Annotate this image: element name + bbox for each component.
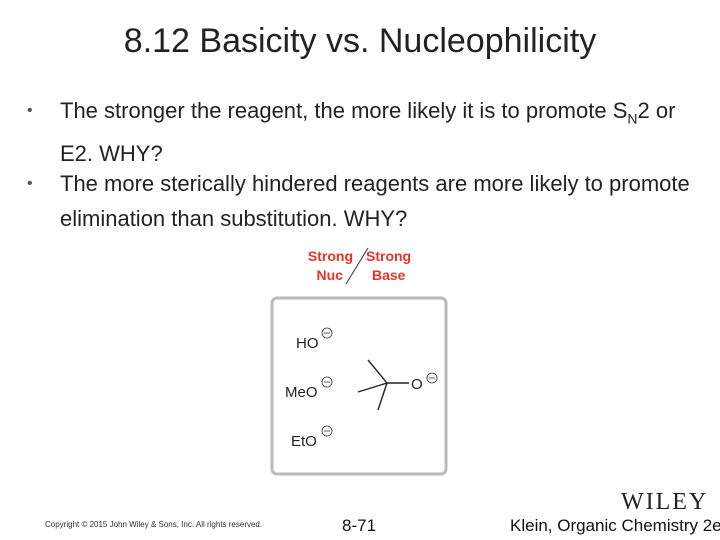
bullet-text: The more sterically hindered reagents ar… (60, 171, 690, 231)
subscript: N (627, 110, 638, 127)
book-credit: Klein, Organic Chemistry 2e (510, 516, 720, 535)
slide-title: 8.12 Basicity vs. Nucleophilicity (123, 22, 597, 60)
charges (321, 327, 438, 437)
logo: WILEY (621, 489, 708, 515)
bullet-dot: • (27, 175, 33, 192)
header-label: Strong (308, 248, 353, 264)
tbutyl-structure (357, 359, 409, 411)
copyright: Copyright © 2015 John Wiley & Sons, Inc.… (45, 520, 262, 529)
bullet: • The more sterically hindered reagents a… (27, 166, 700, 236)
reagent: O (411, 376, 423, 393)
bullet: • The stronger the reagent, the more like… (27, 93, 700, 171)
divider (345, 247, 369, 285)
reagent: HO (296, 335, 319, 352)
bullet-text: 2 or E2. WHY? (60, 98, 676, 167)
figure-box (270, 296, 448, 476)
reagent: MeO (285, 384, 318, 401)
header-label: Strong (366, 248, 411, 264)
header-label: Nuc (317, 267, 344, 283)
reagent: EtO (291, 433, 317, 450)
header-label: Base (372, 267, 406, 283)
bullet-dot: • (27, 102, 33, 119)
bullet-text: The stronger the reagent, the more likel… (60, 98, 628, 123)
page-number: 8-71 (342, 516, 376, 535)
